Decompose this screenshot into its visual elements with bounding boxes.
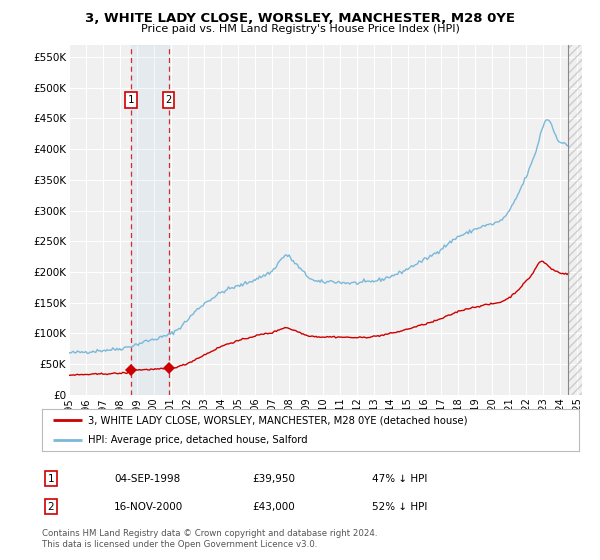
Text: 1: 1	[128, 95, 134, 105]
Text: 47% ↓ HPI: 47% ↓ HPI	[372, 474, 427, 484]
Text: 52% ↓ HPI: 52% ↓ HPI	[372, 502, 427, 512]
Bar	[568, 45, 599, 395]
Bar	[131, 45, 169, 395]
Text: £43,000: £43,000	[252, 502, 295, 512]
Text: £39,950: £39,950	[252, 474, 295, 484]
Text: 2: 2	[166, 95, 172, 105]
Text: HPI: Average price, detached house, Salford: HPI: Average price, detached house, Salf…	[88, 435, 307, 445]
Text: Contains HM Land Registry data © Crown copyright and database right 2024.
This d: Contains HM Land Registry data © Crown c…	[42, 529, 377, 549]
Text: 3, WHITE LADY CLOSE, WORSLEY, MANCHESTER, M28 0YE: 3, WHITE LADY CLOSE, WORSLEY, MANCHESTER…	[85, 12, 515, 25]
Text: Price paid vs. HM Land Registry's House Price Index (HPI): Price paid vs. HM Land Registry's House …	[140, 24, 460, 34]
Text: 04-SEP-1998: 04-SEP-1998	[114, 474, 180, 484]
Text: 1: 1	[47, 474, 55, 484]
Text: 3, WHITE LADY CLOSE, WORSLEY, MANCHESTER, M28 0YE (detached house): 3, WHITE LADY CLOSE, WORSLEY, MANCHESTER…	[88, 415, 467, 425]
Text: 16-NOV-2000: 16-NOV-2000	[114, 502, 183, 512]
Text: 2: 2	[47, 502, 55, 512]
Bar	[568, 45, 590, 395]
